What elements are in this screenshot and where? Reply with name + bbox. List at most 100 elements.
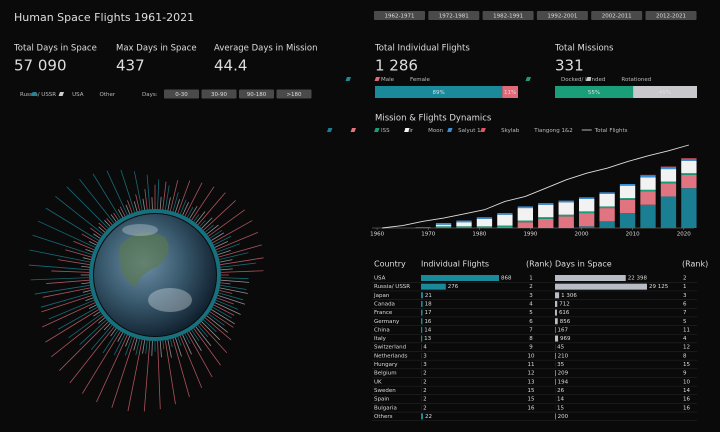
filter-button[interactable] bbox=[164, 89, 199, 99]
ray bbox=[117, 209, 124, 218]
period-button[interactable] bbox=[536, 11, 588, 20]
period-button-label[interactable]: 2012-2021 bbox=[656, 14, 686, 20]
ray bbox=[157, 179, 160, 210]
stacked-bar bbox=[517, 206, 533, 209]
ray bbox=[193, 328, 221, 366]
ray bbox=[143, 340, 151, 412]
ray bbox=[41, 295, 93, 313]
ray bbox=[142, 340, 146, 354]
ray bbox=[145, 340, 148, 354]
days-bar bbox=[555, 283, 647, 290]
days-value: 15 bbox=[557, 405, 564, 411]
stacked-bar bbox=[538, 218, 554, 228]
filter-button[interactable] bbox=[276, 89, 312, 99]
stacked-bar bbox=[660, 181, 677, 184]
ray bbox=[45, 309, 99, 343]
legend-swatch bbox=[374, 77, 381, 81]
stacked-bar bbox=[579, 198, 595, 212]
flights-rank: 3 bbox=[529, 293, 533, 299]
ray bbox=[85, 297, 94, 302]
stacked-bar bbox=[681, 159, 697, 161]
flights-rank: 15 bbox=[528, 397, 535, 403]
legend-label: Russia/ USSR bbox=[20, 92, 56, 98]
country: Switzerland bbox=[374, 345, 406, 351]
period-button[interactable] bbox=[645, 11, 697, 20]
stacked-bar bbox=[435, 224, 452, 227]
ray bbox=[203, 319, 217, 333]
days-value: 616 bbox=[559, 310, 570, 316]
country: Germany bbox=[374, 319, 400, 325]
ray bbox=[208, 209, 245, 237]
filter-button-label[interactable]: 90-180 bbox=[247, 92, 267, 98]
stacked-bar bbox=[681, 174, 697, 189]
ray bbox=[32, 234, 93, 255]
ray bbox=[179, 199, 187, 215]
days-rank: 7 bbox=[683, 310, 687, 316]
stacked-bar bbox=[517, 222, 533, 228]
legend-label: Docked/ Landed bbox=[561, 77, 605, 83]
split-bar bbox=[633, 86, 697, 98]
period-button[interactable] bbox=[428, 11, 480, 20]
filter-button[interactable] bbox=[201, 89, 237, 99]
country: Canada bbox=[374, 301, 395, 307]
ray bbox=[98, 317, 106, 324]
legend-label: Rotationed bbox=[621, 77, 651, 83]
period-button[interactable] bbox=[591, 11, 643, 20]
stacked-bar bbox=[681, 158, 697, 160]
ray bbox=[85, 248, 94, 253]
ray bbox=[151, 340, 153, 357]
ray bbox=[127, 339, 143, 412]
period-button-label[interactable]: 1992-2001 bbox=[547, 14, 577, 20]
ray bbox=[98, 226, 106, 233]
ray bbox=[219, 259, 233, 263]
flights-value: 16 bbox=[424, 319, 431, 325]
ray bbox=[216, 297, 234, 305]
days-rank: 11 bbox=[683, 327, 690, 333]
filter-button-label[interactable]: 0-30 bbox=[175, 92, 188, 98]
ray bbox=[182, 334, 192, 355]
ray bbox=[195, 326, 212, 347]
period-button[interactable] bbox=[374, 11, 425, 20]
filter-button[interactable] bbox=[239, 89, 274, 99]
stacked-bar bbox=[558, 216, 574, 228]
ray bbox=[167, 197, 171, 211]
ray bbox=[164, 340, 176, 405]
chart-title: Mission & Flights Dynamics bbox=[375, 114, 492, 124]
stacked-bar bbox=[599, 206, 615, 209]
ray bbox=[93, 233, 101, 239]
days-value: 167 bbox=[558, 327, 569, 333]
ray bbox=[219, 287, 248, 294]
filter-button-label[interactable]: 30-90 bbox=[211, 92, 227, 98]
stacked-bar bbox=[660, 169, 677, 182]
ray bbox=[82, 257, 91, 260]
filter-button-label[interactable]: >180 bbox=[286, 92, 302, 98]
period-button[interactable] bbox=[482, 11, 534, 20]
continent bbox=[119, 232, 169, 287]
ray bbox=[209, 311, 234, 328]
legend-label: Female bbox=[410, 77, 431, 83]
period-button-label[interactable]: 1962-1971 bbox=[385, 14, 415, 20]
period-button-label[interactable]: 1972-1981 bbox=[439, 14, 469, 20]
ray bbox=[82, 331, 121, 394]
stacked-bar bbox=[619, 213, 636, 228]
split-bar-label: 45% bbox=[659, 90, 671, 96]
flights-value: 21 bbox=[425, 293, 432, 299]
country: Russia/ USSR bbox=[374, 284, 410, 290]
days-rank: 5 bbox=[683, 319, 687, 325]
ray bbox=[186, 207, 194, 218]
ray bbox=[66, 186, 109, 229]
period-button-label[interactable]: 2002-2011 bbox=[602, 14, 632, 20]
days-rank: 6 bbox=[683, 301, 687, 307]
days-bar bbox=[555, 370, 556, 377]
ray bbox=[81, 233, 98, 244]
period-button-label[interactable]: 1982-1991 bbox=[493, 14, 523, 20]
ray bbox=[212, 306, 232, 319]
flights-value: 18 bbox=[425, 301, 432, 307]
ray bbox=[209, 229, 223, 239]
ray bbox=[119, 206, 126, 217]
ray bbox=[48, 299, 95, 320]
flights-value: 2 bbox=[423, 405, 427, 411]
days-value: 45 bbox=[557, 345, 564, 351]
ray bbox=[88, 304, 97, 309]
